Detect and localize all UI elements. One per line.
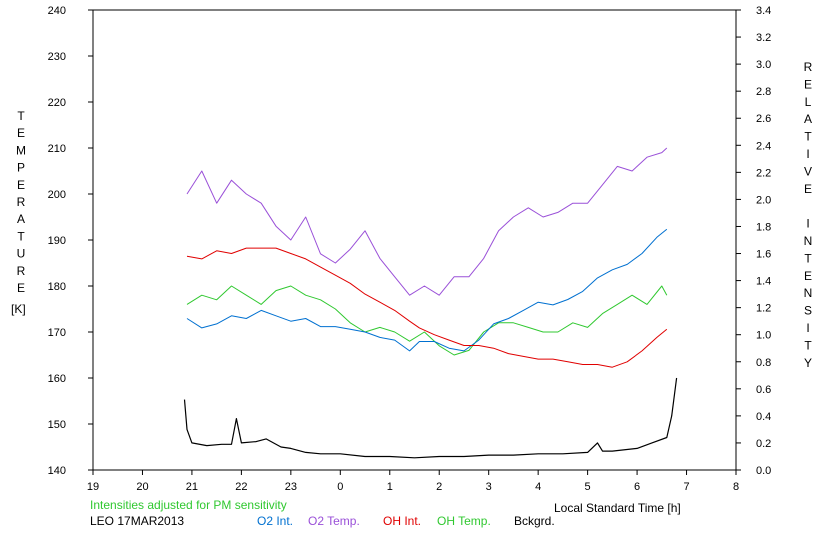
left-tick-label: 230 [48,51,66,63]
series-bckgrd-line [183,377,678,459]
x-axis-label: Local Standard Time [h] [554,501,681,515]
legend-oh-temp: OH Temp. [437,514,491,528]
right-tick-label: 1.0 [756,330,771,342]
legend-oh-int: OH Int. [383,514,421,528]
x-tick-label: 6 [634,481,640,493]
right-axis-letter: I [806,321,809,335]
x-tick-label: 1 [387,481,393,493]
right-axis-letter: E [804,77,812,91]
x-tick-label: 20 [136,481,148,493]
left-tick-label: 210 [48,143,66,155]
right-tick-label: 2.6 [756,113,771,125]
right-tick-label: 1.2 [756,303,771,315]
right-axis-letter: Y [804,356,812,370]
right-axis-letter: S [804,304,812,318]
left-tick-label: 150 [48,419,66,431]
left-axis-letter: M [16,143,26,157]
right-axis-letter: N [804,286,813,300]
series-o2-int-line [186,228,668,352]
x-axis: 19 20 21 22 23 0 1 2 3 4 5 6 7 8 [87,470,739,493]
left-axis-letter: R [17,264,26,278]
right-tick-label: 1.4 [756,276,771,288]
right-tick-label: 0.4 [756,411,771,423]
series-oh-temp-line [186,285,668,356]
series-layer [183,147,678,459]
right-axis-letter: I [806,217,809,231]
right-axis-letter: T [804,251,812,265]
right-tick-label: 2.2 [756,167,771,179]
legend-o2-temp: O2 Temp. [308,514,360,528]
left-tick-label: 200 [48,189,66,201]
right-axis-letter: E [804,269,812,283]
right-tick-label: 3.2 [756,32,771,44]
series-oh-int-line [186,247,668,368]
x-tick-label: 0 [337,481,343,493]
left-tick-label: 140 [48,465,66,477]
left-axis-letter: E [17,126,25,140]
station-label: LEO 17MAR2013 [90,514,184,528]
right-tick-label: 0.8 [756,357,771,369]
right-tick-label: 1.6 [756,249,771,261]
right-axis-letter: N [804,234,813,248]
right-axis-letter: A [804,112,812,126]
left-y-axis: 140 150 160 170 180 190 200 210 220 230 240 [48,5,93,477]
left-axis-letter: T [17,109,25,123]
plot-frame [92,9,737,471]
x-tick-label: 23 [285,481,297,493]
right-axis-letter: I [806,147,809,161]
right-tick-label: 2.0 [756,194,771,206]
right-tick-label: 0.6 [756,384,771,396]
left-tick-label: 170 [48,327,66,339]
series-o2-temp-line [186,147,668,296]
left-axis-letter: E [17,281,25,295]
right-axis-letter: E [804,182,812,196]
left-axis-letter: P [17,161,25,175]
right-axis-letter: R [804,60,813,74]
legend-bckgrd: Bckgrd. [514,514,555,528]
x-tick-label: 19 [87,481,99,493]
left-tick-label: 160 [48,373,66,385]
left-tick-label: 240 [48,5,66,17]
right-tick-label: 2.4 [756,140,771,152]
right-tick-label: 2.8 [756,86,771,98]
x-tick-label: 4 [535,481,541,493]
right-tick-label: 0.0 [756,465,771,477]
left-tick-label: 190 [48,235,66,247]
x-tick-label: 5 [585,481,591,493]
right-tick-label: 0.2 [756,438,771,450]
right-axis-letter: L [805,95,812,109]
legend-o2-int: O2 Int. [257,514,293,528]
right-tick-label: 3.4 [756,5,771,17]
left-axis-letter: T [17,229,25,243]
x-tick-label: 21 [186,481,198,493]
right-y-axis: 0.0 0.2 0.4 0.6 0.8 1.0 1.2 1.4 1.6 1.8 2.0 2.2 2.4 2… [736,5,771,477]
left-tick-label: 220 [48,97,66,109]
x-tick-label: 7 [683,481,689,493]
x-tick-label: 8 [733,481,739,493]
left-axis-letter: E [17,178,25,192]
x-tick-label: 2 [436,481,442,493]
right-axis-letter: V [804,164,812,178]
left-axis-letter: U [17,247,26,261]
right-tick-label: 1.8 [756,221,771,233]
left-axis-letter: A [17,212,25,226]
right-axis-letter: T [804,338,812,352]
right-axis-letter: T [804,130,812,144]
left-tick-label: 180 [48,281,66,293]
x-tick-label: 22 [235,481,247,493]
x-tick-label: 3 [486,481,492,493]
left-axis-letter: R [17,195,26,209]
left-axis-unit: [K] [11,302,26,316]
right-tick-label: 3.0 [756,59,771,71]
note-text: Intensities adjusted for PM sensitivity [90,498,287,512]
